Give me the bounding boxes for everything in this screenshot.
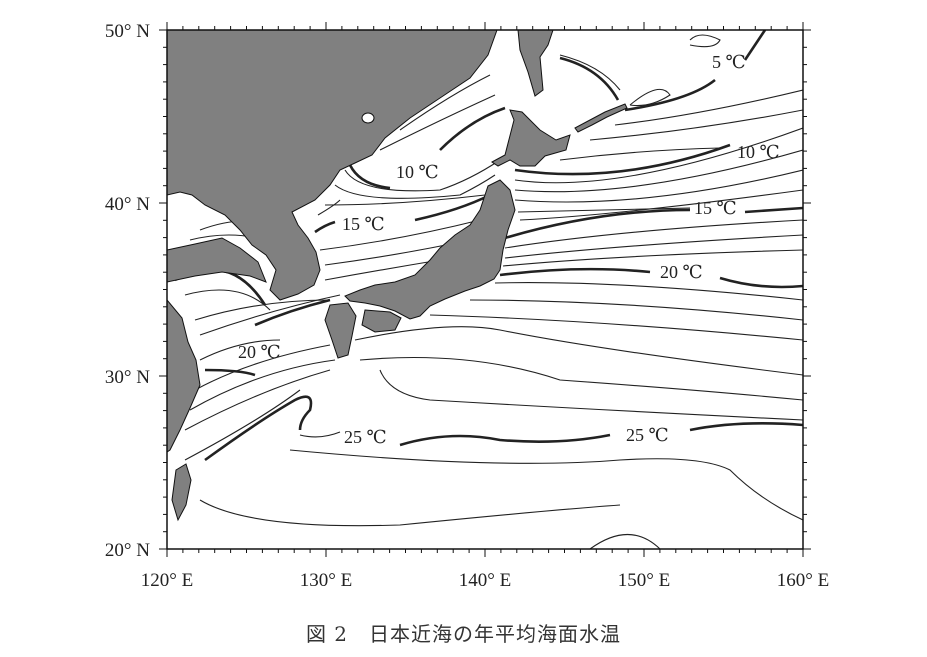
land bbox=[167, 30, 628, 522]
axis-ticks bbox=[159, 22, 811, 557]
sakhalin bbox=[517, 30, 554, 97]
isotherm-label-15: 15 ℃ bbox=[342, 214, 385, 234]
x-tick-label: 160° E bbox=[777, 570, 829, 591]
shikoku bbox=[361, 309, 402, 333]
y-tick-label: 40° N bbox=[105, 194, 150, 215]
x-tick-label: 130° E bbox=[300, 570, 352, 591]
hokkaido bbox=[491, 109, 571, 167]
isotherm-label-10: 10 ℃ bbox=[737, 142, 780, 162]
x-tick-label: 120° E bbox=[141, 570, 193, 591]
figure-caption: 図 2 日本近海の年平均海面水温 bbox=[305, 622, 622, 646]
y-tick-label: 50° N bbox=[105, 21, 150, 42]
kyushu bbox=[324, 302, 357, 359]
isotherm-label-5: 5 ℃ bbox=[712, 52, 746, 72]
isotherm-labels: 5 ℃ 10 ℃ 10 ℃ 15 ℃ 15 ℃ 20 ℃ 20 ℃ 25 ℃ 2… bbox=[238, 52, 780, 447]
isotherm-label-15: 15 ℃ bbox=[694, 198, 737, 218]
china-south-coast bbox=[167, 299, 201, 453]
taiwan bbox=[171, 463, 192, 522]
x-tick-label: 150° E bbox=[618, 570, 670, 591]
isotherm-label-10: 10 ℃ bbox=[396, 162, 439, 182]
isotherm-label-20: 20 ℃ bbox=[660, 262, 703, 282]
y-axis-labels: 50° N 40° N 30° N 20° N bbox=[105, 21, 150, 561]
honshu bbox=[344, 179, 516, 320]
asian-mainland bbox=[167, 30, 498, 301]
y-tick-label: 30° N bbox=[105, 367, 150, 388]
map-area bbox=[167, 30, 803, 549]
isotherms bbox=[174, 30, 803, 549]
x-axis-labels: 120° E 130° E 140° E 150° E 160° E bbox=[141, 570, 829, 591]
y-tick-label: 20° N bbox=[105, 540, 150, 561]
shandong-peninsula bbox=[167, 237, 267, 283]
isotherm-label-25: 25 ℃ bbox=[626, 425, 669, 445]
isotherm-label-25: 25 ℃ bbox=[344, 427, 387, 447]
isotherm-label-20: 20 ℃ bbox=[238, 342, 281, 362]
kuril-islands bbox=[574, 103, 628, 133]
x-tick-label: 140° E bbox=[459, 570, 511, 591]
